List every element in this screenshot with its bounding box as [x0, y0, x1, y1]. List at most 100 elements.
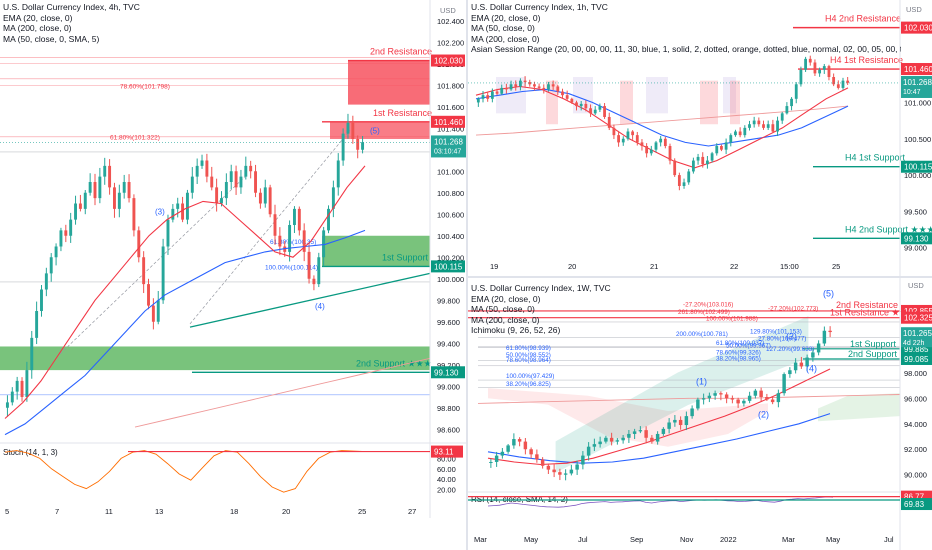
- candle-1h-candle: [509, 84, 513, 90]
- candle-4h-candle: [322, 230, 326, 258]
- candle-4h-candle: [331, 187, 335, 209]
- chart-1h-svg[interactable]: USD102.000101.500101.000100.500100.00099…: [468, 0, 932, 276]
- candle-1h-candle: [729, 135, 733, 143]
- candle-4h-candle: [54, 246, 58, 258]
- level-value-1h: 101.460: [904, 65, 932, 74]
- candle-1h-candle: [776, 120, 779, 132]
- chart-panel-1w[interactable]: USD 98.000 96.000 94.000 92.000 90.000 102.855…: [468, 278, 932, 550]
- x-tick-4h: 18: [230, 507, 238, 516]
- chart-panel-4h[interactable]: 102.400102.200102.000101.800101.600101.4…: [0, 0, 466, 518]
- candle-4h-candle: [156, 300, 160, 322]
- last-price-1w: 101.265: [903, 329, 932, 338]
- candle-4h-candle: [312, 278, 316, 285]
- candle-4h-candle: [44, 273, 48, 290]
- level-label-1h: H4 2nd Support ★★★: [845, 224, 932, 234]
- candle-1w-candle: [540, 459, 545, 466]
- x-tick-4h: 25: [358, 507, 366, 516]
- candle-1w-candle: [627, 433, 631, 438]
- session-range-1h: [730, 80, 740, 125]
- candle-4h-candle: [220, 198, 223, 204]
- candle-1w-candle: [650, 437, 654, 442]
- fib-label-1w: 38.20%(96.825): [506, 381, 551, 388]
- candle-1w-candle: [586, 446, 591, 456]
- chart-panel-1h[interactable]: USD102.000101.500101.000100.500100.00099…: [468, 0, 932, 276]
- session-range-1h: [620, 80, 633, 125]
- candle-4h-candle: [249, 165, 253, 172]
- fib-label-1w: 129.80%(101.153): [750, 328, 802, 335]
- ema20-line-4h: [4, 165, 366, 419]
- y-tick-4h: 99.400: [437, 339, 460, 348]
- fib-label-1w: 78.60%(99.326): [716, 350, 761, 357]
- y-tick-4h: 99.000: [437, 382, 460, 391]
- candle-4h-candle: [244, 165, 248, 177]
- candle-4h-candle: [113, 187, 116, 209]
- candle-4h-candle: [346, 122, 350, 134]
- candle-1h-candle: [495, 91, 499, 94]
- candle-1w-candle: [621, 437, 625, 441]
- level-value-4h-box: [431, 366, 465, 379]
- level-value-1h-box: [901, 63, 932, 76]
- x-tick-1w: Mar: [782, 535, 795, 544]
- candle-1h-candle: [794, 84, 798, 99]
- candle-1w-candle: [609, 437, 614, 442]
- wave-label-1w: (4): [806, 364, 817, 374]
- stoch-tick: 80.00: [437, 454, 456, 463]
- candle-4h-candle: [122, 182, 126, 193]
- stoch-tick: 20.00: [437, 486, 456, 495]
- wave-label-4h: (3): [155, 207, 165, 216]
- fib-label-4h: 61.80%(100.35): [270, 239, 316, 246]
- candle-1w-candle: [655, 433, 660, 442]
- candle-1h-candle: [649, 149, 653, 154]
- horizontal-divider[interactable]: [468, 276, 932, 278]
- candle-4h-candle: [200, 160, 204, 166]
- candle-4h-candle: [356, 139, 360, 150]
- candle-1h-candle: [841, 80, 845, 88]
- level-value-1w: 102.855: [904, 307, 932, 316]
- candle-1w-candle: [615, 440, 620, 442]
- ma50-line-1w: [487, 413, 831, 464]
- candle-1w-candle: [753, 390, 758, 396]
- session-box-1h: [573, 77, 593, 114]
- ichimoku-cloud-bull: [818, 393, 900, 422]
- candle-1h-candle: [528, 82, 532, 85]
- level-value-1h: 100.115: [904, 163, 932, 172]
- y-tick-1h: 100.500: [904, 135, 931, 144]
- candle-1w-candle: [822, 330, 827, 344]
- candle-4h-candle: [5, 402, 9, 408]
- candle-1w-candle: [598, 441, 602, 445]
- channel-zone-1w: [555, 316, 809, 473]
- y-tick-4h: 101.600: [437, 103, 464, 112]
- vertical-divider[interactable]: [466, 0, 468, 550]
- level-label-4h: 2nd Support ★★★: [356, 358, 432, 368]
- level-value-1h-box: [901, 21, 932, 34]
- chart-1w-svg[interactable]: USD 98.000 96.000 94.000 92.000 90.000 102.855…: [468, 278, 932, 550]
- candle-1h-candle: [631, 131, 635, 136]
- candle-1w-candle: [517, 439, 522, 442]
- chart-4h-svg[interactable]: 102.400102.200102.000101.800101.600101.4…: [0, 0, 466, 518]
- x-tick-1h: 15:00: [780, 262, 799, 271]
- candle-1h-candle: [780, 113, 784, 121]
- stoch-tick: 40.00: [437, 475, 456, 484]
- y-tick-4h: 100.000: [437, 275, 464, 284]
- level-value-4h: 102.030: [434, 57, 463, 66]
- stoch-last-value-box: [431, 445, 463, 458]
- stoch-legend: Stoch (14, 1, 3): [3, 448, 58, 457]
- level-label-1h: H4 2nd Resistance: [825, 14, 901, 24]
- candle-4h-candle: [59, 230, 63, 247]
- level-value-4h-box: [431, 115, 465, 128]
- zone-1st-resistance: [330, 121, 430, 139]
- candle-4h-candle: [210, 176, 214, 188]
- candle-1w-candle: [793, 362, 798, 371]
- candle-4h-candle: [147, 284, 150, 306]
- currency-4h: USD: [440, 6, 456, 15]
- candle-1h-candle: [832, 77, 836, 85]
- candle-1w-candle: [730, 398, 735, 400]
- candle-1w-candle: [782, 374, 786, 394]
- stoch-tick: 60.00: [437, 465, 456, 474]
- candle-4h-candle: [78, 203, 82, 209]
- candle-4h-candle: [35, 311, 39, 338]
- fib-label-1w: 50.00%(98.552): [506, 352, 551, 359]
- candle-1h-candle: [743, 127, 747, 136]
- x-tick-1h: 20: [568, 262, 576, 271]
- candle-1h-candle: [635, 135, 639, 143]
